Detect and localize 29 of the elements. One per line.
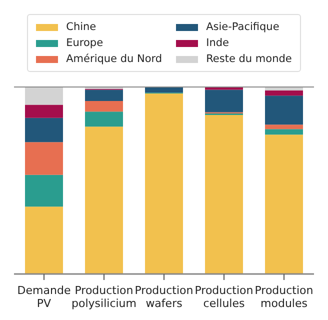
bar [85,126,123,274]
bar [25,104,63,118]
legend-label: Amérique du Nord [66,53,162,65]
bar [265,96,303,125]
legend-label: Inde [206,37,229,49]
bar [85,112,123,127]
bar [85,101,123,112]
bar [265,124,303,130]
bar [265,90,303,96]
bar [25,118,63,142]
legend-label: Asie-Pacifique [206,21,280,33]
x-tick-label: Production polysilicium [72,284,136,310]
x-tick-label: Production cellules [194,284,254,310]
bar [25,174,63,207]
legend-label: Chine [66,21,96,33]
x-tick-label: Production wafers [134,284,194,310]
bar [25,142,63,175]
bar [205,90,243,112]
x-tick-label: Production modules [254,284,314,310]
bar [85,90,123,102]
bar [145,94,183,274]
x-tick-label: Demande PV [17,284,71,310]
bar [265,134,303,274]
legend-label: Reste du monde [206,53,292,65]
bar [265,129,303,135]
bar [25,87,63,105]
bar [25,206,63,274]
bar [205,115,243,274]
legend-label: Europe [66,37,104,49]
